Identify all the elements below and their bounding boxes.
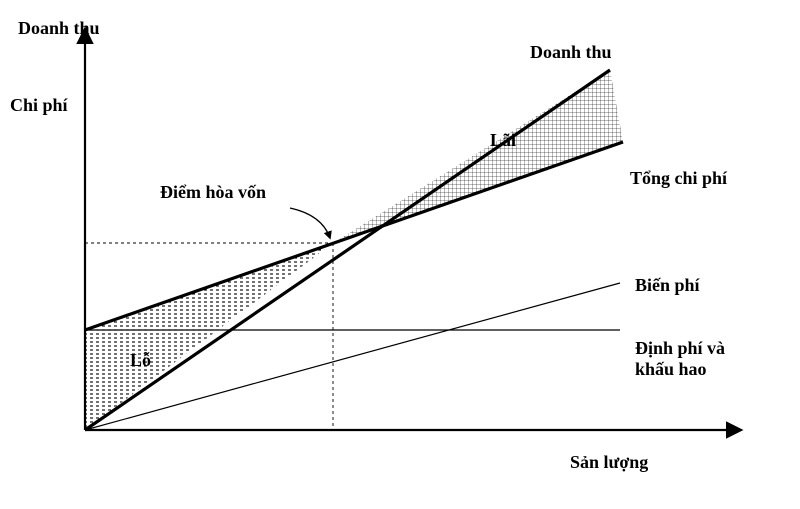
revenue-line [85,70,610,430]
profit-label: Lãi [490,130,516,151]
chart-stage: Doanh thu Chi phí Sản lượng Doanh thu Tổ… [0,0,800,509]
loss-label: Lỗ [130,350,151,371]
break-even-label: Điểm hòa vốn [160,182,266,203]
chart-svg [0,0,800,509]
break-even-callout-arrow [290,208,330,238]
variable-cost-label: Biến phí [635,275,700,296]
revenue-line-label: Doanh thu [530,42,612,63]
x-axis-label: Sản lượng [570,452,648,473]
y-axis-label-revenue: Doanh thu [18,18,100,39]
loss-region [85,243,333,430]
total-cost-label: Tổng chi phí [630,168,727,189]
fixed-cost-label: Định phí và khấu hao [635,338,725,379]
total-cost-line [85,142,623,330]
y-axis-label-cost: Chi phí [10,95,68,116]
